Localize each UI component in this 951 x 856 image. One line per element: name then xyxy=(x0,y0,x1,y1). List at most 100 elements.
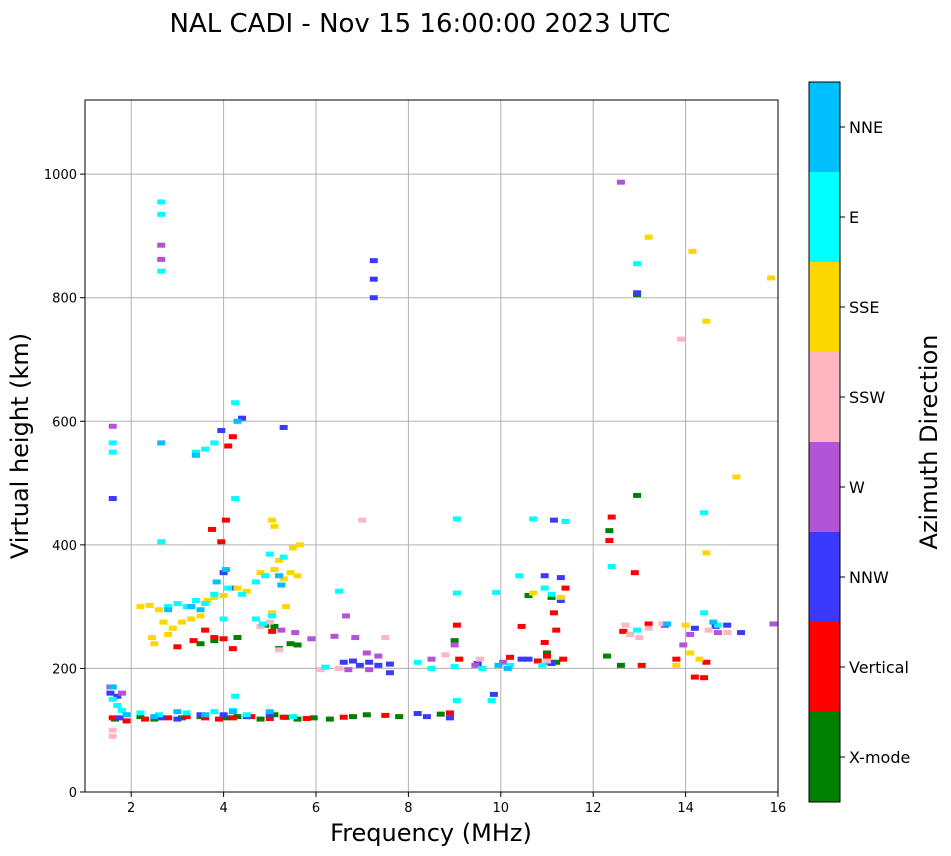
data-point-x-mode xyxy=(348,714,357,720)
data-point-vertical xyxy=(201,715,210,721)
data-point-nnw xyxy=(238,415,247,421)
colorbar-label-item: E xyxy=(849,208,859,227)
data-point-nnw xyxy=(348,658,357,664)
y-axis-label: Virtual height (km) xyxy=(6,333,34,559)
data-point-e xyxy=(452,698,461,704)
chart-title: NAL CADI - Nov 15 16:00:00 2023 UTC xyxy=(170,9,671,39)
colorbar-label-item: NNW xyxy=(849,568,889,587)
data-point-sse xyxy=(286,570,295,576)
colorbar-label-item: X-mode xyxy=(849,748,910,767)
data-point-e xyxy=(607,563,616,569)
data-point-e xyxy=(515,573,524,579)
data-point-nne xyxy=(191,452,200,458)
data-point-x-mode xyxy=(136,714,145,720)
colorbar-segment xyxy=(809,262,840,352)
data-point-e xyxy=(210,440,219,446)
data-point-e xyxy=(231,400,240,406)
data-point-e xyxy=(157,211,166,217)
data-point-ssw xyxy=(265,619,274,625)
data-point-e xyxy=(210,709,219,715)
data-point-nnw xyxy=(556,597,565,603)
data-point-nnw xyxy=(547,660,556,666)
data-point-x-mode xyxy=(436,711,445,717)
data-point-nnw xyxy=(106,690,115,696)
data-point-nne xyxy=(233,418,242,424)
colorbar-segment xyxy=(809,172,840,262)
data-point-sse xyxy=(178,619,187,625)
data-point-e xyxy=(413,659,422,665)
data-point-vertical xyxy=(208,526,217,532)
data-point-sse xyxy=(681,622,690,628)
data-point-nne xyxy=(108,684,117,690)
data-point-sse xyxy=(268,517,277,523)
colorbar-label-item: SSE xyxy=(849,298,879,317)
data-point-vertical xyxy=(559,656,568,662)
data-point-vertical xyxy=(630,570,639,576)
data-point-e xyxy=(538,662,547,668)
data-point-w xyxy=(307,636,316,642)
data-point-vertical xyxy=(445,710,454,716)
x-tick-label: 8 xyxy=(404,801,412,816)
data-point-sse xyxy=(279,576,288,582)
data-point-w xyxy=(713,630,722,636)
data-point-nnw xyxy=(279,424,288,430)
data-point-e xyxy=(191,449,200,455)
data-point-x-mode xyxy=(633,492,642,498)
data-point-vertical xyxy=(543,653,551,659)
data-point-e xyxy=(427,665,436,671)
plot-frame xyxy=(84,99,779,793)
data-point-sse xyxy=(154,607,163,613)
data-point-nnw xyxy=(374,662,383,668)
data-point-sse xyxy=(672,662,681,668)
y-tick-label: 1000 xyxy=(44,168,77,183)
data-point-sse xyxy=(293,573,302,579)
data-point-vertical xyxy=(224,443,233,449)
data-point-nnw xyxy=(173,716,182,722)
data-point-nnw xyxy=(690,625,699,631)
data-point-nne xyxy=(709,619,718,625)
x-tick-label: 6 xyxy=(312,801,320,816)
data-point-x-mode xyxy=(256,716,265,722)
data-point-e xyxy=(113,703,122,708)
data-point-w xyxy=(351,635,360,641)
data-point-vertical xyxy=(561,585,570,591)
x-tick-label: 4 xyxy=(219,801,227,816)
data-point-ssw xyxy=(335,665,344,671)
data-point-nne xyxy=(275,573,284,579)
y-tick-label: 200 xyxy=(52,662,77,677)
data-point-vertical xyxy=(690,674,699,680)
data-point-vertical xyxy=(228,434,237,440)
colorbar-segment xyxy=(809,442,840,532)
data-point-e xyxy=(251,616,260,622)
y-tick-label: 400 xyxy=(52,539,77,554)
data-point-x-mode xyxy=(395,714,404,720)
data-point-e xyxy=(633,627,642,633)
data-point-ssw xyxy=(621,622,630,628)
data-point-w xyxy=(291,630,300,636)
colorbar-segment xyxy=(809,82,840,172)
data-point-vertical xyxy=(228,715,237,721)
data-point-sse xyxy=(150,641,159,647)
data-point-e xyxy=(242,712,251,718)
data-point-w xyxy=(157,256,166,262)
data-point-e xyxy=(219,616,228,622)
data-point-e xyxy=(700,510,709,516)
data-point-vertical xyxy=(201,627,210,633)
data-point-w xyxy=(365,667,374,673)
data-point-sse xyxy=(203,597,212,603)
data-point-nne xyxy=(663,621,672,627)
data-point-e xyxy=(251,579,260,585)
data-point-e xyxy=(478,665,487,671)
data-point-e xyxy=(164,604,173,610)
data-point-ssw xyxy=(676,336,685,342)
data-point-vertical xyxy=(549,610,558,616)
data-point-e xyxy=(201,601,210,607)
data-point-x-mode xyxy=(270,712,279,718)
data-point-x-mode xyxy=(362,712,371,718)
data-point-ssw xyxy=(704,627,713,633)
data-point-sse xyxy=(187,616,196,622)
data-point-nne xyxy=(201,712,210,718)
data-point-vertical xyxy=(182,714,191,720)
x-tick-label: 10 xyxy=(493,801,510,816)
